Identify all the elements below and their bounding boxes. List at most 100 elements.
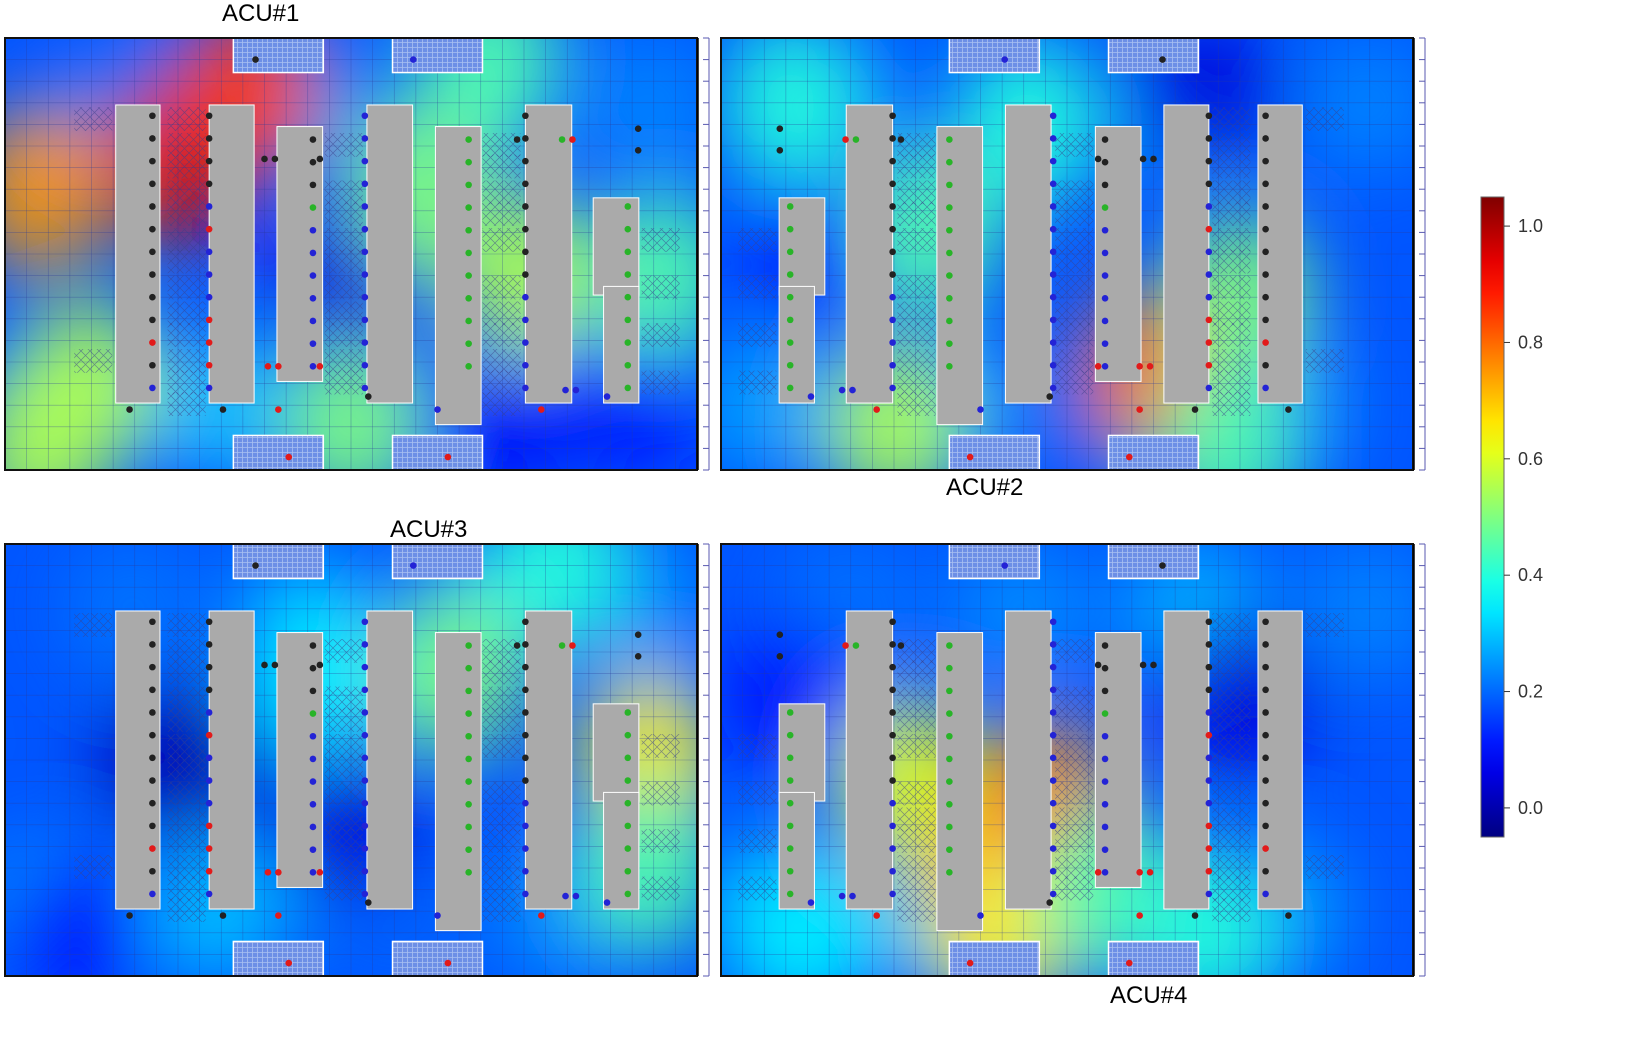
hatched-cell <box>167 275 206 300</box>
sensor-dot <box>1101 869 1109 876</box>
colorbar-tick-label: 0.0 <box>1518 798 1543 818</box>
sensor-dot <box>897 136 905 143</box>
sensor-dot <box>275 869 282 876</box>
sensor-dot <box>205 271 213 278</box>
sensor-dot <box>1262 867 1269 875</box>
sensor-dot <box>946 687 953 695</box>
sensor-dot <box>1262 731 1269 739</box>
sensor-dot <box>309 732 317 740</box>
sensor-dot <box>522 890 529 898</box>
sensor-dot <box>624 799 632 807</box>
sensor-dot <box>522 248 529 256</box>
sensor-dot <box>1101 664 1109 672</box>
sensor-dot <box>205 361 213 369</box>
sensor-dot <box>149 754 156 762</box>
hatched-cell <box>897 154 936 179</box>
sensor-dot <box>624 361 632 369</box>
hatched-cell <box>482 855 521 879</box>
sensor-dot <box>1049 157 1057 165</box>
sensor-dot <box>842 642 849 649</box>
hatched-cell <box>1055 686 1094 711</box>
sensor-dot <box>465 800 472 808</box>
server-rack <box>1163 104 1210 404</box>
sensor-dot <box>126 406 133 413</box>
hatched-cell <box>482 154 521 179</box>
sensor-dot <box>149 203 156 210</box>
server-rack <box>778 197 826 296</box>
hatched-cell <box>1212 876 1251 901</box>
sensor-dot <box>1049 112 1057 120</box>
floor-vent <box>391 434 484 470</box>
sensor-dot <box>1205 799 1213 807</box>
sensor-dot <box>1262 618 1269 626</box>
sensor-dot <box>361 754 369 762</box>
sensor-dot <box>889 135 896 142</box>
hatched-cell <box>324 829 363 853</box>
sensor-dot <box>149 180 156 188</box>
sensor-dot <box>465 778 472 785</box>
sensor-dot <box>889 890 896 898</box>
sensor-dot <box>522 686 529 694</box>
sensor-dot <box>849 892 856 900</box>
sensor-dot <box>1101 800 1109 808</box>
sensor-dot <box>309 846 317 853</box>
sensor-dot <box>946 204 953 211</box>
sensor-dot <box>1101 158 1109 166</box>
sensor-dot <box>946 755 953 763</box>
sensor-dot <box>1049 293 1057 301</box>
hatched-cell <box>897 639 936 663</box>
sensor-dot <box>1262 316 1269 324</box>
sensor-dot <box>309 363 317 370</box>
sensor-dot <box>1262 248 1269 256</box>
sensor-dot <box>1205 777 1213 784</box>
hatched-cell <box>1212 107 1251 131</box>
hatched-cell <box>324 855 363 879</box>
sensor-dot <box>361 248 369 256</box>
sensor-dot <box>316 363 324 370</box>
sensor-dot <box>1101 204 1109 211</box>
sensor-dot <box>1262 157 1269 165</box>
hatched-cell <box>738 829 777 853</box>
hatched-cell <box>324 781 363 806</box>
sensor-dot <box>309 710 317 717</box>
hatched-cell <box>897 323 936 347</box>
sensor-dot <box>1125 959 1133 967</box>
sensor-dot <box>1049 799 1057 807</box>
sensor-dot <box>1136 406 1143 413</box>
sensor-dot <box>562 386 569 394</box>
floor-vent <box>391 544 484 580</box>
sensor-dot <box>271 661 279 669</box>
sensor-dot <box>946 226 953 234</box>
sensor-dot <box>205 135 213 142</box>
sensor-dot <box>522 361 529 369</box>
hatched-cell <box>897 370 936 395</box>
hatched-cell <box>1055 734 1094 758</box>
sensor-dot <box>1262 799 1269 807</box>
sensor-dot <box>465 846 472 853</box>
hatched-cell <box>1212 133 1251 157</box>
hatched-cell <box>897 301 936 326</box>
sensor-dot <box>522 641 529 648</box>
floor-vent <box>1107 38 1200 74</box>
hatched-cell <box>74 613 113 637</box>
sensor-dot <box>889 248 896 256</box>
hatched-cell <box>1212 180 1251 205</box>
sensor-dot <box>361 157 369 165</box>
sensor-dot <box>1049 135 1057 142</box>
sensor-dot <box>361 112 369 120</box>
sensor-dot <box>1205 663 1213 671</box>
sensor-dot <box>1262 709 1269 716</box>
sensor-dot <box>1159 56 1166 63</box>
hatched-cell <box>167 154 206 179</box>
sensor-dot <box>1205 384 1213 392</box>
hatched-cell <box>897 392 936 416</box>
sensor-dot <box>465 317 472 325</box>
sensor-dot <box>786 361 794 369</box>
sensor-dot <box>1136 912 1143 919</box>
server-rack <box>366 610 414 910</box>
sensor-dot <box>1101 272 1109 279</box>
sensor-dot <box>522 135 529 142</box>
sensor-dot <box>1205 890 1213 898</box>
sensor-dot <box>1191 912 1199 919</box>
sensor-dot <box>205 799 213 807</box>
